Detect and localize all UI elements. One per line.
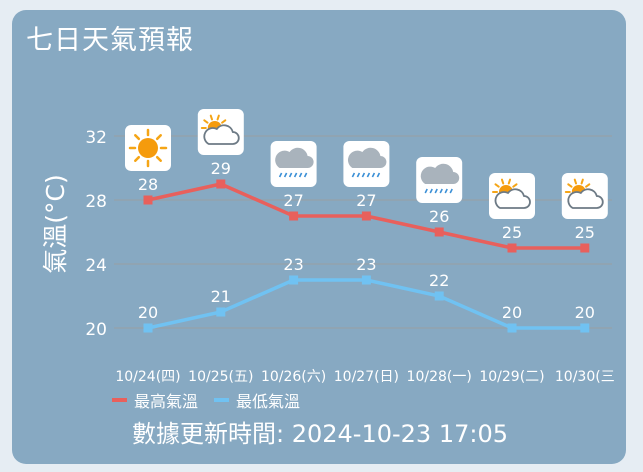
cloud [494, 188, 531, 209]
legend-swatch-high [112, 398, 127, 402]
raindrop [429, 188, 433, 194]
x-tick-label: 10/29(二) [479, 369, 544, 385]
high-temp-label: 26 [429, 207, 449, 226]
raindrop [371, 172, 376, 178]
x-tick-label: 10/24(四) [115, 369, 180, 385]
x-tick-label: 10/28(一) [407, 369, 472, 385]
low-temp-point [361, 275, 371, 285]
sun [138, 138, 158, 158]
y-tick-label: 24 [85, 256, 107, 276]
rain-cloud-icon [270, 141, 317, 187]
sun-ray [580, 178, 584, 185]
low-temp-label: 23 [356, 255, 376, 274]
high-temp-point [580, 243, 590, 253]
high-temp-label: 25 [575, 223, 595, 242]
high-temp-point [434, 227, 444, 237]
low-temp-point [289, 275, 299, 285]
sun-ray [507, 178, 512, 185]
sun-ray [512, 183, 518, 188]
y-tick-label: 32 [85, 128, 107, 148]
sun-ray [209, 114, 214, 121]
cloud [567, 188, 604, 209]
raindrop [434, 188, 438, 194]
high-temp-label: 29 [211, 159, 231, 178]
y-tick-label: 20 [85, 320, 107, 340]
x-tick-label: 10/30(三 [555, 369, 615, 385]
high-temp-point [361, 211, 371, 221]
chart-legend: 最高氣溫 最低氣溫 [112, 388, 316, 412]
low-temp-label: 20 [502, 303, 522, 322]
sun-ray [567, 183, 573, 188]
rain-cloud-icon [343, 141, 390, 187]
partly-cloudy-icon [197, 109, 244, 155]
high-temp-point [507, 243, 517, 253]
raindrop [283, 172, 288, 178]
sun-ray [494, 183, 500, 188]
sun-ray [155, 155, 162, 162]
legend-swatch-low [214, 398, 230, 402]
cloud [347, 147, 387, 168]
high-temp-label: 27 [283, 191, 303, 210]
low-temp-label: 20 [138, 303, 158, 322]
page-title: 七日天氣預報 [26, 25, 194, 56]
high-temp-label: 28 [138, 175, 158, 194]
legend-item-low: 最低氣溫 [214, 388, 300, 412]
legend-label-high: 最高氣溫 [134, 392, 199, 411]
rain-cloud-icon [416, 157, 463, 203]
cloud [203, 124, 240, 145]
low-temp-point [143, 323, 153, 333]
sunny-icon [125, 125, 171, 171]
raindrop [439, 188, 443, 194]
updated-time: 數據更新時間: 2024-10-23 17:05 [132, 420, 508, 448]
high-temp-point [143, 195, 153, 205]
legend-label-low: 最低氣溫 [236, 392, 301, 411]
raindrop [366, 172, 371, 178]
raindrop [444, 188, 448, 194]
x-tick-label: 10/27(日) [334, 369, 399, 385]
sun-ray [585, 183, 591, 188]
sun-ray [573, 178, 578, 185]
cloud [275, 147, 314, 168]
sun-ray [134, 134, 141, 141]
sun-ray [155, 134, 162, 141]
raindrop [424, 188, 428, 194]
raindrop [351, 172, 356, 178]
raindrop [376, 172, 381, 178]
x-tick-label: 10/25(五) [188, 369, 253, 385]
low-temp-point [507, 323, 517, 333]
sun-ray [216, 114, 220, 121]
low-temp-point [434, 291, 444, 301]
high-temp-label: 27 [356, 191, 376, 210]
raindrop [288, 172, 293, 178]
raindrop [356, 172, 361, 178]
legend-item-high: 最高氣溫 [112, 388, 198, 412]
partly-cloudy-icon [561, 173, 608, 219]
partly-cloudy-icon [489, 173, 535, 219]
low-temp-label: 20 [575, 303, 595, 322]
sun-ray [221, 119, 227, 124]
cloud [420, 163, 460, 184]
sun-ray [134, 155, 141, 162]
x-tick-label: 10/26(六) [261, 369, 326, 385]
low-temp-label: 22 [429, 271, 449, 290]
high-temp-point [216, 179, 226, 189]
low-temp-point [580, 323, 590, 333]
y-tick-label: 28 [85, 192, 107, 212]
low-temp-point [216, 307, 226, 317]
y-axis-label: 氣溫(°C) [41, 174, 70, 273]
forecast-card [12, 10, 626, 464]
raindrop [449, 188, 453, 194]
raindrop [298, 172, 303, 178]
high-temp-label: 25 [502, 223, 522, 242]
raindrop [278, 172, 283, 178]
raindrop [303, 172, 308, 178]
raindrop [293, 172, 298, 178]
sun-ray [500, 178, 505, 185]
low-temp-label: 23 [283, 255, 303, 274]
sun-ray [203, 119, 209, 124]
high-temp-point [289, 211, 299, 221]
low-temp-label: 21 [211, 287, 231, 306]
raindrop [361, 172, 366, 178]
